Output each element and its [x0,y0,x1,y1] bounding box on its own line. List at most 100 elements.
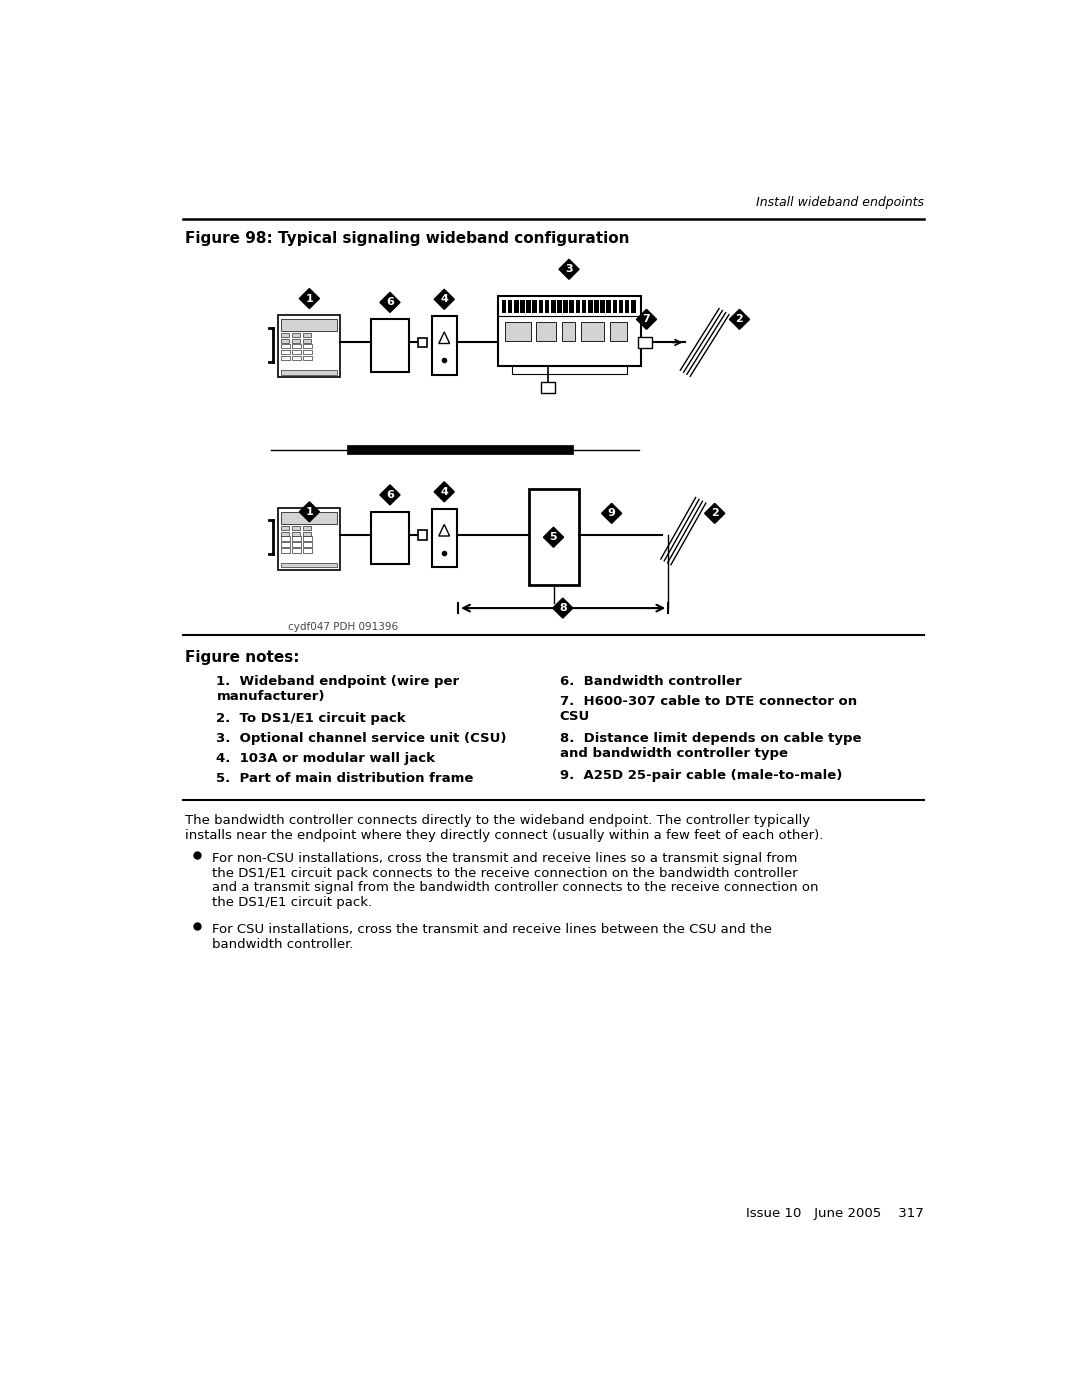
FancyBboxPatch shape [594,300,598,313]
Text: 1.  Wideband endpoint (wire per
manufacturer): 1. Wideband endpoint (wire per manufactu… [216,675,459,703]
FancyBboxPatch shape [504,321,530,341]
FancyBboxPatch shape [529,489,579,585]
Polygon shape [438,332,449,344]
FancyBboxPatch shape [372,320,408,372]
FancyBboxPatch shape [418,531,428,539]
FancyBboxPatch shape [576,300,580,313]
Text: the DS1/E1 circuit pack connects to the receive connection on the bandwidth cont: the DS1/E1 circuit pack connects to the … [213,866,798,880]
FancyBboxPatch shape [293,549,301,553]
Polygon shape [438,524,449,536]
Text: For CSU installations, cross the transmit and receive lines between the CSU and : For CSU installations, cross the transmi… [213,923,772,936]
Polygon shape [380,292,400,313]
FancyBboxPatch shape [293,334,300,337]
FancyBboxPatch shape [532,300,537,313]
FancyBboxPatch shape [303,334,311,337]
FancyBboxPatch shape [372,511,408,564]
Text: 6: 6 [386,490,394,500]
FancyBboxPatch shape [282,511,337,524]
FancyBboxPatch shape [600,300,605,313]
Text: 3.  Optional channel service unit (CSU): 3. Optional channel service unit (CSU) [216,732,507,745]
Text: 1: 1 [306,507,313,517]
Text: 2: 2 [735,314,743,324]
FancyBboxPatch shape [293,525,300,529]
FancyBboxPatch shape [563,321,576,341]
FancyBboxPatch shape [625,300,630,313]
Text: 6.  Bandwidth controller: 6. Bandwidth controller [559,675,742,689]
Text: 4: 4 [441,295,448,305]
Text: bandwidth controller.: bandwidth controller. [213,937,354,950]
FancyBboxPatch shape [557,300,562,313]
Text: 8.  Distance limit depends on cable type
and bandwidth controller type: 8. Distance limit depends on cable type … [559,732,861,760]
FancyBboxPatch shape [609,321,626,341]
FancyBboxPatch shape [303,542,312,546]
Text: 5.  Part of main distribution frame: 5. Part of main distribution frame [216,773,474,785]
Polygon shape [299,502,320,522]
Text: 9: 9 [608,509,616,518]
FancyBboxPatch shape [638,337,652,348]
Polygon shape [543,527,564,548]
Text: For non-CSU installations, cross the transmit and receive lines so a transmit si: For non-CSU installations, cross the tra… [213,852,798,865]
FancyBboxPatch shape [293,339,300,344]
Text: Figure 98: Typical signaling wideband configuration: Figure 98: Typical signaling wideband co… [186,231,630,246]
Polygon shape [380,485,400,504]
FancyBboxPatch shape [432,509,457,567]
FancyBboxPatch shape [303,549,312,553]
Text: 4.  103A or modular wall jack: 4. 103A or modular wall jack [216,752,435,766]
FancyBboxPatch shape [303,532,311,535]
FancyBboxPatch shape [581,321,604,341]
FancyBboxPatch shape [612,300,617,313]
FancyBboxPatch shape [541,383,555,393]
FancyBboxPatch shape [303,536,312,541]
FancyBboxPatch shape [282,344,291,348]
FancyBboxPatch shape [293,536,301,541]
Polygon shape [559,260,579,279]
Text: 4: 4 [441,486,448,497]
FancyBboxPatch shape [282,525,289,529]
FancyBboxPatch shape [521,300,525,313]
FancyBboxPatch shape [432,316,457,374]
Text: 9.  A25D 25-pair cable (male-to-male): 9. A25D 25-pair cable (male-to-male) [559,768,842,782]
Text: 3: 3 [565,264,572,274]
FancyBboxPatch shape [303,344,312,348]
Text: 1: 1 [306,293,313,303]
Polygon shape [602,503,622,524]
FancyBboxPatch shape [588,300,593,313]
FancyBboxPatch shape [282,339,289,344]
FancyBboxPatch shape [508,300,512,313]
FancyBboxPatch shape [544,300,550,313]
FancyBboxPatch shape [303,349,312,355]
FancyBboxPatch shape [512,366,626,374]
FancyBboxPatch shape [282,349,291,355]
Text: 2: 2 [711,509,718,518]
FancyBboxPatch shape [619,300,623,313]
Text: Issue 10   June 2005    317: Issue 10 June 2005 317 [746,1207,924,1220]
FancyBboxPatch shape [293,542,301,546]
FancyBboxPatch shape [564,300,568,313]
Text: 7: 7 [643,314,650,324]
FancyBboxPatch shape [282,532,289,535]
Text: 7.  H600-307 cable to DTE connector on
CSU: 7. H600-307 cable to DTE connector on CS… [559,696,856,724]
FancyBboxPatch shape [501,300,507,313]
Polygon shape [434,289,455,309]
FancyBboxPatch shape [498,296,642,366]
FancyBboxPatch shape [293,344,301,348]
FancyBboxPatch shape [282,563,337,567]
Text: Figure notes:: Figure notes: [186,651,300,665]
FancyBboxPatch shape [551,300,555,313]
FancyBboxPatch shape [282,536,291,541]
FancyBboxPatch shape [279,316,340,377]
FancyBboxPatch shape [539,300,543,313]
Polygon shape [636,309,657,330]
Text: the DS1/E1 circuit pack.: the DS1/E1 circuit pack. [213,895,373,909]
FancyBboxPatch shape [537,321,556,341]
Text: Install wideband endpoints: Install wideband endpoints [756,196,924,210]
FancyBboxPatch shape [514,300,518,313]
Text: 8: 8 [559,604,567,613]
FancyBboxPatch shape [293,532,300,535]
FancyBboxPatch shape [282,542,291,546]
Text: The bandwidth controller connects directly to the wideband endpoint. The control: The bandwidth controller connects direct… [186,813,824,841]
Polygon shape [434,482,455,502]
FancyBboxPatch shape [418,338,428,346]
Text: cydf047 PDH 091396: cydf047 PDH 091396 [288,622,399,631]
Text: 6: 6 [386,298,394,307]
